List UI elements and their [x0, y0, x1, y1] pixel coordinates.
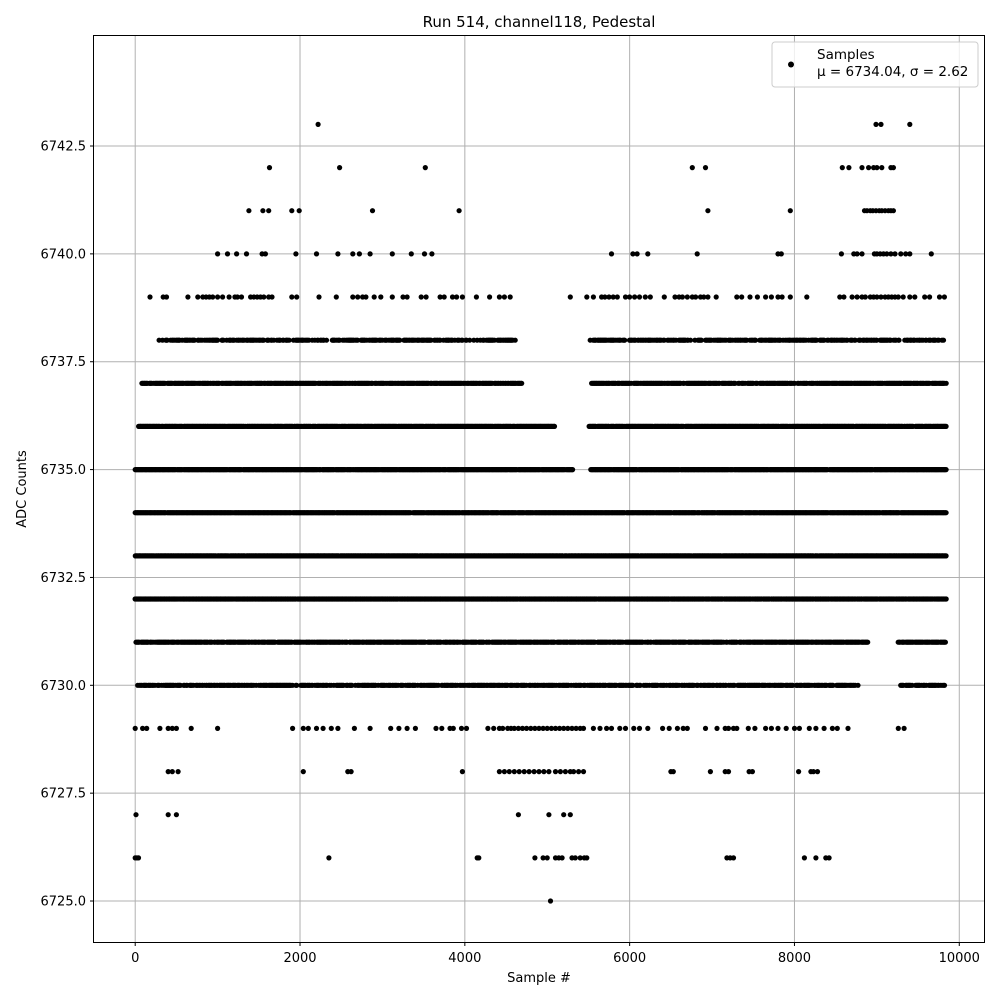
data-point — [215, 337, 221, 343]
data-point — [943, 467, 949, 473]
data-point — [570, 467, 576, 473]
data-point — [286, 337, 292, 343]
data-point — [512, 337, 518, 343]
data-point — [687, 337, 694, 343]
data-point — [943, 423, 949, 429]
grid-lines — [94, 36, 984, 942]
data-point — [940, 337, 947, 343]
data-point — [753, 337, 759, 343]
data-point — [622, 337, 628, 343]
data-points — [132, 121, 949, 904]
chart-title: Run 514, channel118, Pedestal — [423, 13, 656, 31]
data-point — [698, 337, 705, 343]
data-point — [397, 337, 403, 343]
data-point — [467, 337, 473, 343]
data-point — [896, 337, 902, 343]
data-point — [943, 510, 949, 516]
data-point — [323, 337, 330, 343]
data-point — [943, 380, 949, 386]
data-point — [551, 423, 558, 429]
data-point — [519, 380, 525, 386]
data-point — [852, 337, 858, 343]
